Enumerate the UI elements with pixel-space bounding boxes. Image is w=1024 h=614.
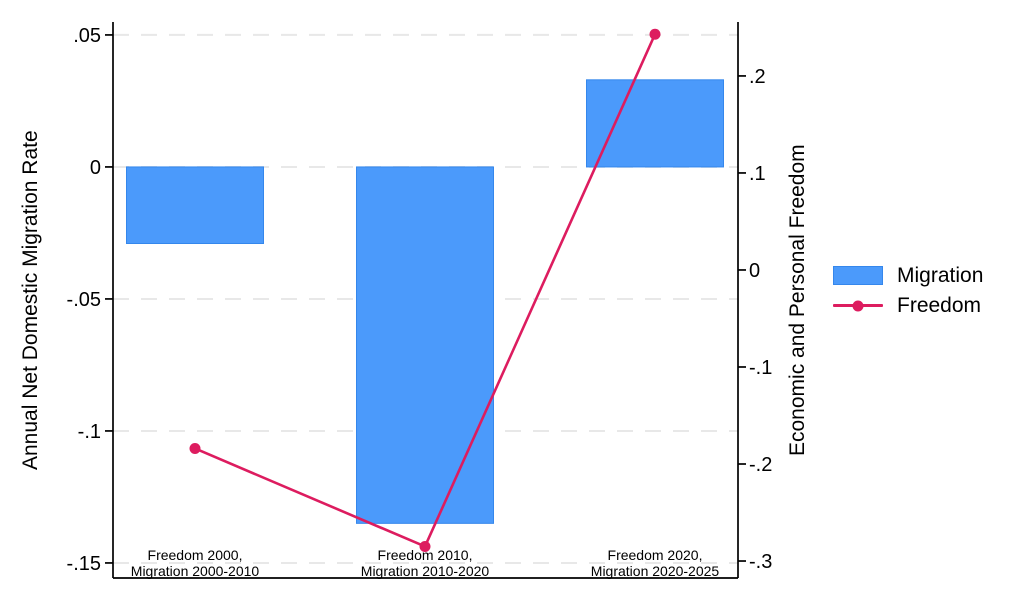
- right-tick-label: -.1: [749, 357, 772, 379]
- right-tick-label: 0: [749, 260, 760, 282]
- right-tick-label: .1: [749, 163, 766, 185]
- right-tick-label: -.3: [749, 551, 772, 573]
- bar-migration: [586, 79, 724, 168]
- left-tick-label: -.15: [67, 553, 101, 575]
- x-category-label: Migration 2000-2010: [131, 563, 260, 579]
- right-tick-label: .2: [749, 66, 766, 88]
- marker-freedom: [649, 28, 661, 40]
- left-axis-title: Annual Net Domestic Migration Rate: [19, 130, 42, 470]
- x-category-label: Migration 2020-2025: [591, 563, 720, 579]
- left-tick-label: -.1: [78, 421, 101, 443]
- bar-migration: [126, 166, 264, 245]
- legend-label-freedom: Freedom: [897, 294, 982, 317]
- marker-freedom: [189, 442, 201, 454]
- x-category-label: Freedom 2010,: [378, 547, 473, 563]
- right-tick-label: -.2: [749, 454, 772, 476]
- x-category-label: Freedom 2000,: [148, 547, 243, 563]
- bar-migration: [356, 166, 494, 524]
- migration-bar-swatch-icon: [833, 266, 883, 285]
- legend-label-migration: Migration: [897, 264, 984, 287]
- legend-item-freedom: Freedom: [833, 294, 983, 317]
- freedom-line-swatch-icon: [833, 296, 883, 315]
- left-tick-label: 0: [90, 157, 101, 179]
- legend: Migration Freedom: [833, 264, 984, 317]
- left-tick-label: .05: [73, 25, 101, 47]
- marker-freedom: [419, 540, 431, 552]
- left-tick-label: -.05: [67, 289, 101, 311]
- right-axis-title: Economic and Personal Freedom: [786, 144, 809, 456]
- x-category-label: Freedom 2020,: [608, 547, 703, 563]
- legend-item-migration: Migration: [833, 264, 984, 287]
- x-category-label: Migration 2010-2020: [361, 563, 490, 579]
